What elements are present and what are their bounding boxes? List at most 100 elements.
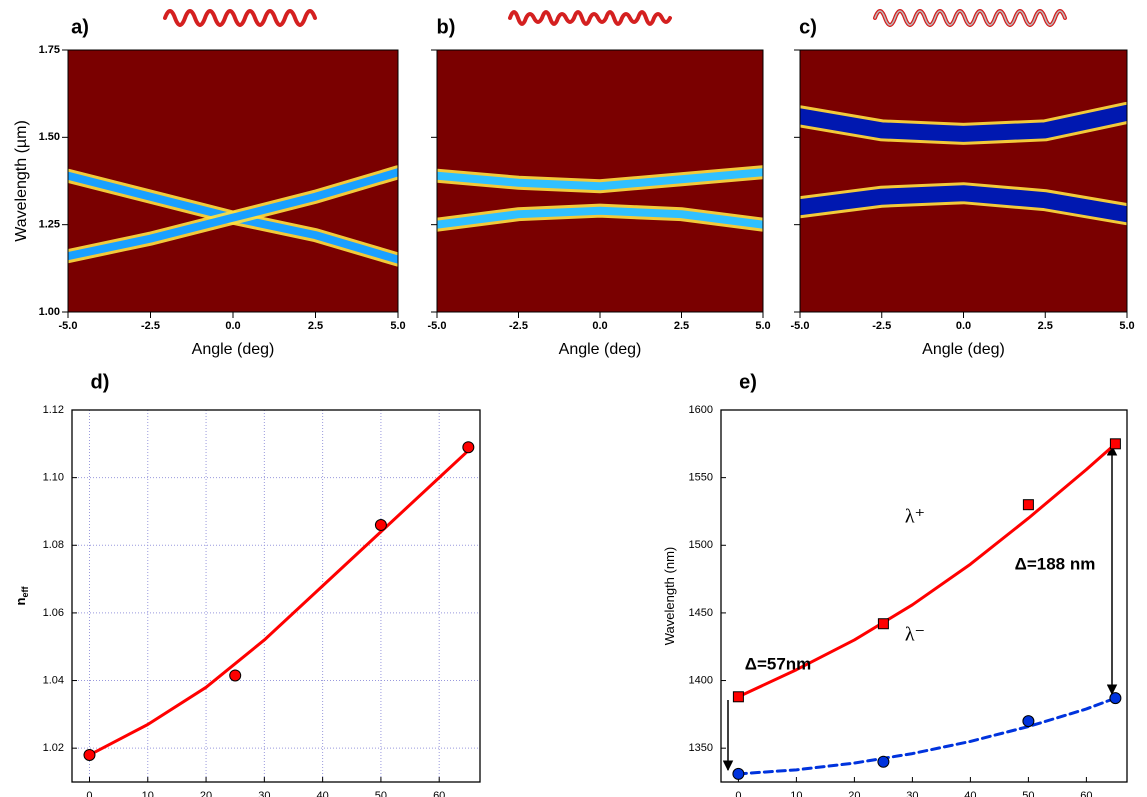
y-axis-label: neff (13, 586, 30, 606)
y-tick-label: 1.12 (43, 404, 64, 416)
plot-frame (67, 49, 399, 313)
x-tick-label: 5.0 (1119, 320, 1134, 332)
marker (1022, 715, 1035, 728)
panel-label: d) (91, 371, 110, 393)
x-tick-label: 0.0 (956, 320, 971, 332)
band (800, 104, 1127, 142)
y-tick-label: 1.50 (39, 131, 60, 143)
marker (229, 669, 242, 682)
y-axis-label-main: n (13, 597, 28, 605)
y-tick-label: 1.75 (39, 44, 60, 56)
y-tick-label: 1.06 (43, 607, 64, 619)
x-tick-label: -2.5 (509, 320, 528, 332)
plot-area (68, 165, 398, 267)
plot-background (68, 50, 398, 312)
y-axis-label-sub: eff (20, 586, 30, 598)
annotation: Δ=57nm (745, 654, 812, 673)
fit-line (736, 696, 1117, 776)
y-tick-label: 1600 (689, 404, 713, 416)
annotation: λ⁻ (905, 624, 925, 646)
arrows (722, 444, 1118, 772)
annotation: λ⁺ (905, 506, 925, 528)
marker (462, 441, 475, 454)
y-axis-label: Wavelength (µm) (13, 120, 30, 242)
y-tick-label: 1.00 (39, 306, 60, 318)
x-tick-label: 50 (1022, 790, 1034, 797)
y-tick-label: 1.10 (43, 472, 64, 484)
wave-icons (163, 9, 1067, 27)
x-tick-label: -5.0 (59, 320, 78, 332)
x-axis-label: Angle (deg) (559, 341, 642, 358)
plot-background (800, 50, 1127, 312)
y-tick-label: 1.08 (43, 539, 64, 551)
panel-label: e) (739, 371, 757, 393)
x-axis-label: Angle (deg) (922, 341, 1005, 358)
x-tick-label: 2.5 (1038, 320, 1053, 332)
marker (374, 518, 387, 531)
plot-area (437, 165, 763, 232)
x-tick-label: 20 (848, 790, 860, 797)
plot-frame (436, 49, 764, 313)
x-tick-label: 40 (964, 790, 976, 797)
y-tick-label: 1450 (689, 607, 713, 619)
y-tick-label: 1350 (689, 742, 713, 754)
x-tick-label: 50 (375, 790, 387, 797)
marker (732, 767, 745, 780)
panel-label: b) (437, 16, 456, 38)
marker (83, 748, 96, 761)
marker (1022, 499, 1034, 511)
x-tick-label: 0.0 (592, 320, 607, 332)
x-tick-label: -5.0 (791, 320, 810, 332)
y-axis-label-main: Wavelength (nm) (662, 547, 677, 646)
plot-area (83, 441, 475, 761)
plot-frame (720, 409, 1128, 783)
x-tick-label: 60 (433, 790, 445, 797)
x-tick-label: -2.5 (141, 320, 160, 332)
y-axis-label: Wavelength (nm) (662, 547, 677, 646)
band (437, 206, 763, 229)
fit-line (736, 442, 1117, 699)
plot-frame (799, 49, 1128, 313)
x-tick-label: 0 (86, 790, 92, 797)
x-tick-label: 5.0 (390, 320, 405, 332)
x-tick-label: -2.5 (872, 320, 891, 332)
marker (1109, 692, 1122, 705)
x-tick-label: 40 (317, 790, 329, 797)
panel-label: a) (71, 16, 89, 38)
marker (1109, 438, 1121, 450)
x-tick-label: -5.0 (428, 320, 447, 332)
y-tick-label: 1400 (689, 674, 713, 686)
x-tick-label: 20 (200, 790, 212, 797)
x-tick-label: 30 (258, 790, 270, 797)
y-tick-label: 1500 (689, 539, 713, 551)
x-tick-label: 5.0 (755, 320, 770, 332)
plot-area (800, 101, 1127, 226)
y-tick-label: 1550 (689, 472, 713, 484)
y-tick-label: 1.02 (43, 742, 64, 754)
fit-line (87, 449, 470, 757)
x-tick-label: 10 (790, 790, 802, 797)
x-tick-label: 0.0 (225, 320, 240, 332)
band (800, 185, 1127, 223)
x-axis-label: Angle (deg) (192, 341, 275, 358)
y-tick-label: 1.04 (43, 674, 64, 686)
marker (877, 755, 890, 768)
panel-label: c) (799, 16, 817, 38)
plot-area (732, 438, 1122, 780)
x-tick-label: 2.5 (674, 320, 689, 332)
x-tick-label: 30 (906, 790, 918, 797)
x-tick-label: 60 (1080, 790, 1092, 797)
band (437, 168, 763, 191)
y-tick-label: 1.25 (39, 219, 60, 231)
plot-frame (71, 409, 481, 783)
y-axis-label-main: Wavelength (µm) (13, 120, 30, 242)
marker (732, 691, 744, 703)
x-tick-label: 10 (142, 790, 154, 797)
marker (877, 618, 889, 630)
band (68, 168, 398, 261)
annotation: Δ=188 nm (1015, 554, 1096, 573)
x-tick-label: 0 (735, 790, 741, 797)
x-tick-label: 2.5 (308, 320, 323, 332)
